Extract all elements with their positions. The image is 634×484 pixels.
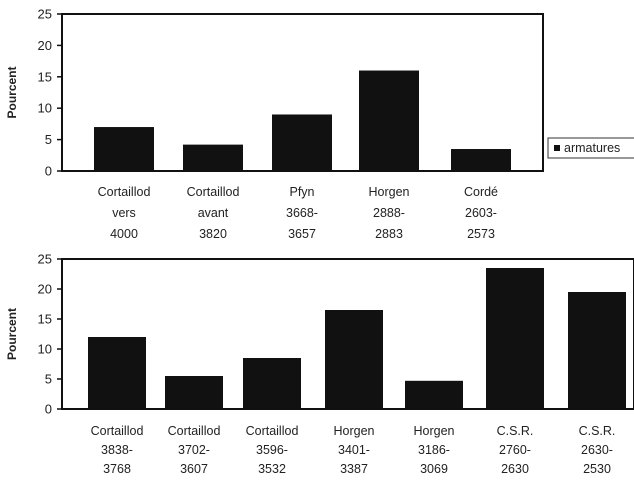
bar	[325, 310, 383, 409]
x-category-label-line: Horgen	[414, 424, 455, 438]
x-category-label-line: Horgen	[369, 185, 410, 199]
x-category-label-line: C.S.R.	[579, 424, 616, 438]
x-category-label-line: Cortaillod	[246, 424, 299, 438]
legend-swatch	[554, 145, 560, 151]
x-category-label-line: 3768	[103, 462, 131, 476]
x-category-label: Pfyn 3668- 3657	[286, 185, 318, 241]
x-category-label-line: 3702-	[178, 443, 210, 457]
x-category-label: Cortaillod avant 3820	[187, 185, 240, 241]
x-category-label-line: 4000	[110, 227, 138, 241]
x-category-label-line: 2760-	[499, 443, 531, 457]
bar	[568, 292, 626, 409]
y-tick-label: 10	[38, 342, 52, 357]
x-category-label: Cortaillod 3702- 3607	[168, 424, 221, 476]
x-category-label-line: 3838-	[101, 443, 133, 457]
y-tick-label: 25	[38, 252, 52, 267]
y-tick-label: 15	[38, 312, 52, 327]
x-category-label-line: 3607	[180, 462, 208, 476]
x-category-label-line: Cordé	[464, 185, 498, 199]
y-tick-label: 20	[38, 282, 52, 297]
x-category-label-line: 3387	[340, 462, 368, 476]
x-category-label-line: 3532	[258, 462, 286, 476]
y-tick-label: 0	[45, 164, 52, 179]
x-category-label: Cortaillod 3596- 3532	[246, 424, 299, 476]
x-category-label-line: Cortaillod	[187, 185, 240, 199]
x-category-label: Cortaillod 3838- 3768	[91, 424, 144, 476]
x-category-label-line: 3820	[199, 227, 227, 241]
x-category-label: C.S.R. 2630- 2530	[579, 424, 616, 476]
y-axis-label: Pourcent	[5, 66, 19, 118]
x-category-label-line: 3186-	[418, 443, 450, 457]
legend-box	[547, 137, 634, 159]
bar	[243, 358, 301, 409]
bar	[451, 149, 511, 171]
bar	[88, 337, 146, 409]
x-category-label-line: 3668-	[286, 206, 318, 220]
x-category-label: Cortaillod vers 4000	[98, 185, 151, 241]
x-category-label-line: 2573	[467, 227, 495, 241]
bar	[94, 127, 154, 171]
x-category-label-line: Pfyn	[289, 185, 314, 199]
x-category-label-line: 3401-	[338, 443, 370, 457]
y-tick-label: 5	[45, 132, 52, 147]
x-category-label-line: avant	[198, 206, 229, 220]
x-category-label-line: 2630	[501, 462, 529, 476]
bar	[405, 380, 463, 409]
x-category-label: Horgen 2888- 2883	[369, 185, 410, 241]
x-category-label-line: Horgen	[334, 424, 375, 438]
x-category-label-line: vers	[112, 206, 136, 220]
x-category-label-line: C.S.R.	[497, 424, 534, 438]
x-category-label-line: 3069	[420, 462, 448, 476]
x-category-label-line: Cortaillod	[98, 185, 151, 199]
x-category-label-line: Cortaillod	[91, 424, 144, 438]
bar	[486, 268, 544, 409]
y-tick-label: 5	[45, 372, 52, 387]
legend-entry: armatures	[564, 141, 620, 155]
y-tick-label: 10	[38, 101, 52, 116]
y-tick-label: 0	[45, 402, 52, 417]
x-category-label: C.S.R. 2760- 2630	[497, 424, 534, 476]
bar	[272, 114, 332, 171]
bar	[183, 144, 243, 171]
x-category-label-line: Cortaillod	[168, 424, 221, 438]
bar	[165, 376, 223, 409]
y-axis-label: Pourcent	[5, 308, 19, 360]
x-category-label-line: 2530	[583, 462, 611, 476]
y-tick-label: 15	[38, 69, 52, 84]
bar	[359, 70, 419, 171]
x-category-label: Horgen 3186- 3069	[414, 424, 455, 476]
legend: armatures	[547, 137, 634, 159]
x-category-label-line: 2883	[375, 227, 403, 241]
x-category-label-line: 3596-	[256, 443, 288, 457]
x-category-label-line: 2630-	[581, 443, 613, 457]
x-category-label-line: 3657	[288, 227, 316, 241]
y-tick-label: 20	[38, 38, 52, 53]
x-category-label-line: 2888-	[373, 206, 405, 220]
x-category-label: Cordé 2603- 2573	[464, 185, 498, 241]
x-category-label: Horgen 3401- 3387	[334, 424, 375, 476]
y-tick-label: 25	[38, 7, 52, 22]
x-category-label-line: 2603-	[465, 206, 497, 220]
